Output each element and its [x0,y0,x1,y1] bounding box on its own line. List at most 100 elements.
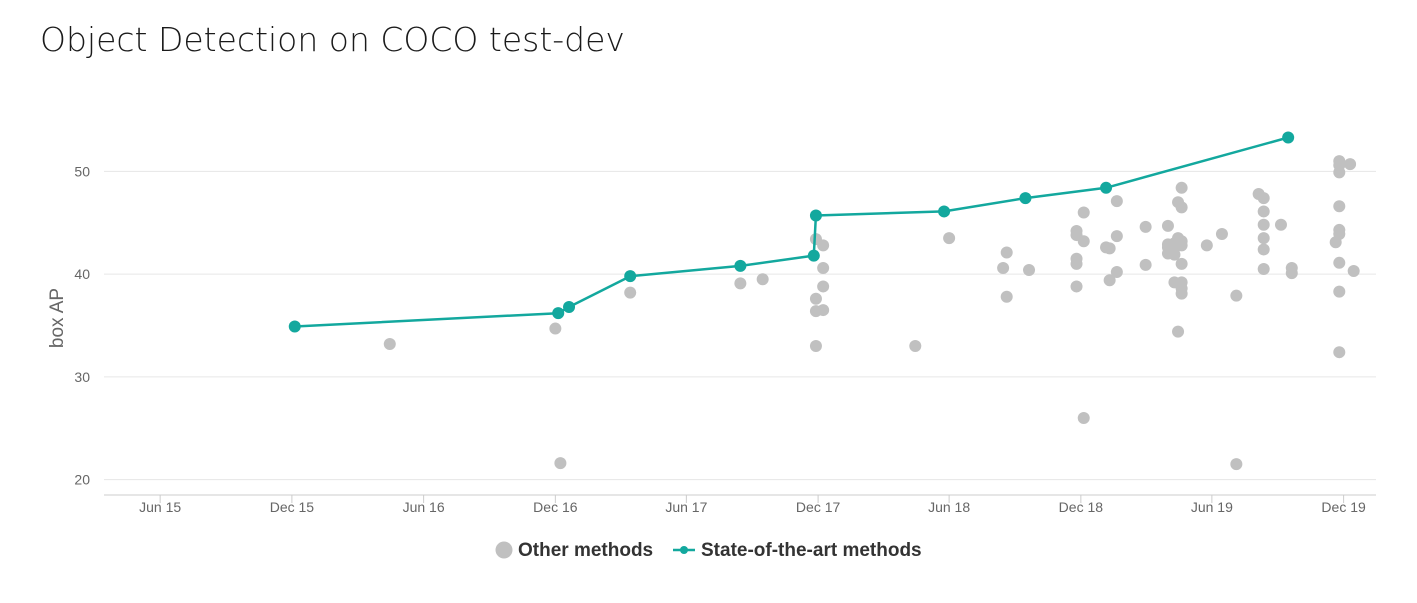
legend: Other methods State-of-the-art methods [495,540,922,561]
sota-point[interactable] [288,320,301,333]
x-tick-label: Jun 19 [1191,499,1233,515]
other-method-point[interactable] [554,457,567,470]
other-method-point[interactable] [1230,458,1243,471]
other-method-point[interactable] [1285,267,1298,280]
other-method-point[interactable] [997,261,1010,274]
x-tick-label: Jun 17 [665,499,707,515]
other-method-point[interactable] [1161,219,1174,232]
other-method-point[interactable] [809,292,822,305]
other-method-point[interactable] [1257,205,1270,218]
other-method-point[interactable] [909,340,922,353]
legend-item-other-methods[interactable]: Other methods [495,540,654,561]
chart-title: Object Detection on COCO test-dev [40,20,625,59]
other-method-point[interactable] [383,337,396,350]
y-tick-label: 40 [74,266,90,282]
other-method-point[interactable] [1139,220,1152,233]
x-axis: Jun 15 Dec 15 Jun 16 Dec 16 Jun 17 Dec 17 Jun … [104,494,1376,515]
other-method-point[interactable] [1230,289,1243,302]
legend-marker-other [495,541,513,559]
other-method-point[interactable] [1077,411,1090,424]
x-tick-label: Dec 18 [1059,499,1104,515]
other-method-point[interactable] [1172,325,1185,338]
other-method-point[interactable] [1000,290,1013,303]
x-tick-label: Dec 15 [270,499,315,515]
other-method-point[interactable] [1344,158,1357,171]
sota-point[interactable] [1282,131,1295,144]
sota-series [288,131,1295,333]
sota-point[interactable] [552,307,565,320]
other-method-point[interactable] [1077,206,1090,219]
y-axis-label: box AP [47,288,68,348]
x-tick-label: Jun 18 [928,499,970,515]
other-method-point[interactable] [1175,181,1188,194]
other-method-point[interactable] [1077,235,1090,248]
y-tick-label: 20 [74,472,90,488]
legend-label-sota: State-of-the-art methods [701,540,922,561]
other-method-point[interactable] [1333,200,1346,213]
sota-point[interactable] [563,300,576,313]
other-method-point[interactable] [1333,166,1346,179]
other-method-point[interactable] [1070,257,1083,270]
other-method-point[interactable] [1347,265,1360,278]
other-method-point[interactable] [1000,246,1013,259]
x-tick-label: Jun 15 [139,499,181,515]
grid-lines [104,170,1376,481]
sota-point[interactable] [809,209,822,222]
y-axis-ticks: 20 30 40 50 [74,163,90,487]
legend-label-other: Other methods [518,540,653,561]
other-method-point[interactable] [1200,239,1213,252]
other-method-point[interactable] [817,304,830,317]
other-method-point[interactable] [1215,228,1228,241]
x-tick-label: Dec 17 [796,499,841,515]
other-method-point[interactable] [1110,266,1123,279]
other-method-point[interactable] [1175,257,1188,270]
x-tick-label: Dec 16 [533,499,578,515]
other-method-point[interactable] [1257,262,1270,275]
sota-point[interactable] [624,270,637,283]
sota-point[interactable] [734,259,747,272]
other-method-point[interactable] [817,261,830,274]
other-method-point[interactable] [1103,274,1116,287]
other-method-point[interactable] [549,322,562,335]
other-method-point[interactable] [1175,201,1188,214]
other-method-point[interactable] [734,277,747,290]
other-method-point[interactable] [756,273,769,286]
other-method-point[interactable] [1274,218,1287,231]
other-method-point[interactable] [1168,248,1181,261]
other-method-point[interactable] [1110,195,1123,208]
other-method-point[interactable] [1333,228,1346,241]
other-method-point[interactable] [1257,218,1270,231]
other-method-point[interactable] [1333,256,1346,269]
sota-point[interactable] [1019,192,1032,205]
x-tick-label: Dec 19 [1321,499,1366,515]
other-method-point[interactable] [624,286,637,299]
other-method-point[interactable] [1175,287,1188,300]
other-method-point[interactable] [817,280,830,293]
sota-line [294,136,1289,328]
other-method-point[interactable] [1103,242,1116,255]
legend-marker-sota [680,546,688,554]
sota-point[interactable] [938,205,951,218]
other-method-point[interactable] [1110,230,1123,243]
other-method-point[interactable] [943,232,956,245]
y-tick-label: 30 [74,369,90,385]
other-method-point[interactable] [817,239,830,252]
other-methods-points [383,155,1360,471]
other-method-point[interactable] [1257,232,1270,245]
other-method-point[interactable] [1333,285,1346,298]
legend-item-sota-methods[interactable]: State-of-the-art methods [673,540,922,561]
x-tick-label: Jun 16 [403,499,445,515]
y-tick-label: 50 [74,163,90,179]
sota-point[interactable] [807,249,820,262]
other-method-point[interactable] [1333,346,1346,359]
other-method-point[interactable] [1257,192,1270,205]
other-method-point[interactable] [1257,243,1270,256]
other-method-point[interactable] [1023,264,1036,276]
other-method-point[interactable] [1070,280,1083,293]
other-method-point[interactable] [1139,258,1152,271]
other-method-point[interactable] [1175,239,1188,252]
sota-point[interactable] [1100,181,1113,194]
other-method-point[interactable] [809,340,822,353]
